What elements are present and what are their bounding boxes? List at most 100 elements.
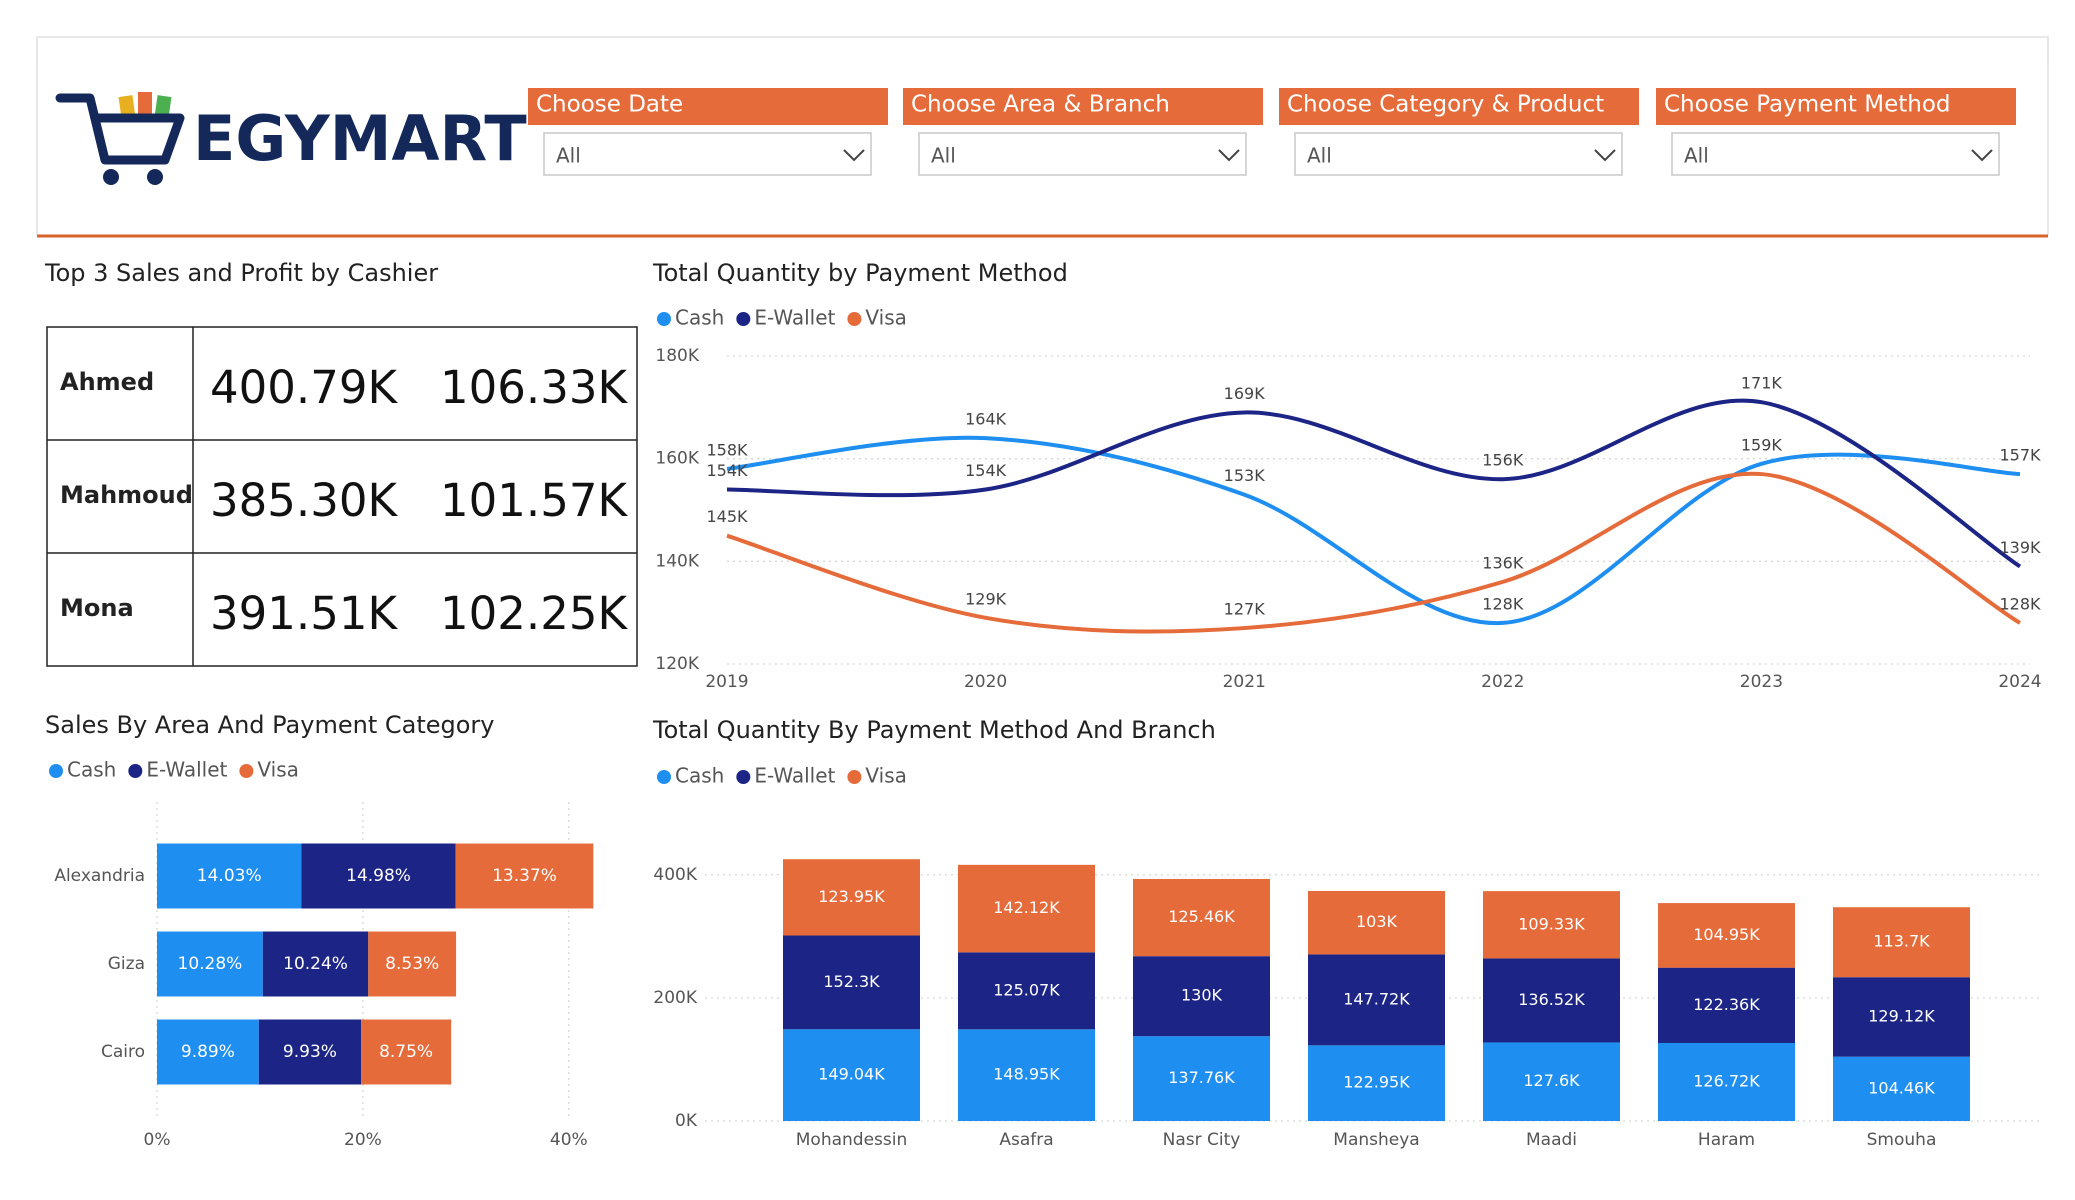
cashier-profit: 101.57K [440,474,628,527]
data-label: 164K [965,410,1007,429]
filter-label: Choose Category & Product [1287,92,1604,118]
data-label: 10.28% [178,954,243,974]
x-tick-label: 40% [550,1130,588,1150]
filter-dropdown[interactable] [543,132,872,176]
header-frame [36,36,2049,64]
bar-segment [262,931,369,997]
filter-label: Choose Area & Branch [911,92,1170,118]
data-label: 125.46K [1168,907,1235,926]
x-tick-label: Nasr City [1163,1130,1241,1150]
y-tick-label: 0K [675,1111,698,1131]
data-label: 123.95K [818,887,885,906]
dropdown-chevron [1218,149,1240,162]
legend-label: Visa [865,306,906,330]
y-tick-label: 400K [653,865,697,885]
data-label: 103K [1356,912,1398,931]
bar-segment [1133,956,1270,1037]
filter-header [1656,88,2016,125]
bar-segment [1133,1036,1270,1121]
data-label: 171K [1741,374,1783,393]
legend-marker [736,770,751,784]
legend-label: Cash [67,758,116,782]
table-title: Top 3 Sales and Profit by Cashier [44,259,438,287]
cashier-name: Mona [60,594,134,622]
legend-label: E-Wallet [754,306,835,330]
bar-segment [1833,1056,1970,1121]
filter-dropdown[interactable] [1294,132,1623,176]
filter-value: All [931,144,956,168]
data-label: 142.12K [993,898,1060,917]
legend-marker [239,764,254,778]
filter-dropdown[interactable] [1671,132,2000,176]
filter-value: All [1684,144,1709,168]
filter-dropdown[interactable] [918,132,1247,176]
bar-segment [1483,1042,1620,1121]
data-label: 128K [1999,594,2041,613]
filter-header [1279,88,1639,125]
legend-marker [657,312,671,326]
logo-bar [154,95,172,119]
bar-segment [157,931,263,997]
data-label: 152.3K [823,972,880,991]
data-label: 129.12K [1868,1006,1935,1025]
data-label: 122.95K [1343,1073,1410,1092]
y-tick-label: 120K [655,654,699,674]
cashier-sales: 391.51K [210,587,398,640]
data-label: 122.36K [1693,995,1760,1014]
x-tick-label: Haram [1698,1130,1755,1150]
data-label: 9.93% [283,1042,337,1062]
bar-segment [1483,958,1620,1043]
bar-segment [258,1019,362,1085]
data-label: 136.52K [1518,990,1585,1009]
filter-header [903,88,1263,125]
bar-segment [1658,903,1795,968]
bar-segment [1308,890,1445,955]
data-label: 113.7K [1873,932,1930,951]
bar-segment [1658,967,1795,1043]
data-label: 109.33K [1518,914,1585,933]
bar-segment [157,1019,259,1085]
data-label: 149.04K [818,1065,885,1084]
data-label: 125.07K [993,980,1060,999]
x-tick-label: 2024 [1998,672,2041,692]
data-label: 156K [1482,451,1524,470]
y-tick-label: 180K [655,346,699,366]
filter-label: Choose Payment Method [1664,92,1951,118]
data-label: 154K [965,461,1007,480]
y-tick-label: 200K [653,988,697,1008]
bar-segment [1308,954,1445,1046]
legend-label: Cash [675,306,724,330]
bar-segment [1483,891,1620,959]
line-series [726,398,2022,569]
data-label: 169K [1224,384,1266,403]
data-label: 136K [1482,553,1524,572]
legend-label: E-Wallet [146,758,227,782]
filter-label: Choose Date [536,92,683,118]
bar-segment [783,1029,920,1121]
legend-label: Visa [257,758,298,782]
bar-segment [1658,1042,1795,1121]
cashier-sales: 385.30K [210,474,398,527]
x-tick-label: Mohandessin [796,1130,908,1150]
x-tick-label: Asafra [999,1130,1053,1150]
data-label: 147.72K [1343,989,1410,1008]
data-label: 159K [1741,435,1783,454]
chart-title: Total Quantity by Payment Method [652,259,1068,287]
data-label: 139K [1999,538,2041,557]
legend-marker [657,770,671,784]
data-label: 127K [1224,600,1266,619]
data-label: 128K [1482,594,1524,613]
data-label: 127.6K [1523,1071,1580,1090]
bar-segment [361,1019,452,1085]
x-tick-label: 0% [144,1130,171,1150]
data-label: 8.75% [379,1042,433,1062]
x-tick-label: Maadi [1526,1130,1577,1150]
line-series [726,435,2021,625]
logo: EGYMART [55,92,527,185]
logo-wheel [103,169,119,185]
data-label: 145K [706,507,748,526]
legend-marker [49,764,63,778]
line-series [726,471,2021,634]
data-label: 137.76K [1168,1068,1235,1087]
